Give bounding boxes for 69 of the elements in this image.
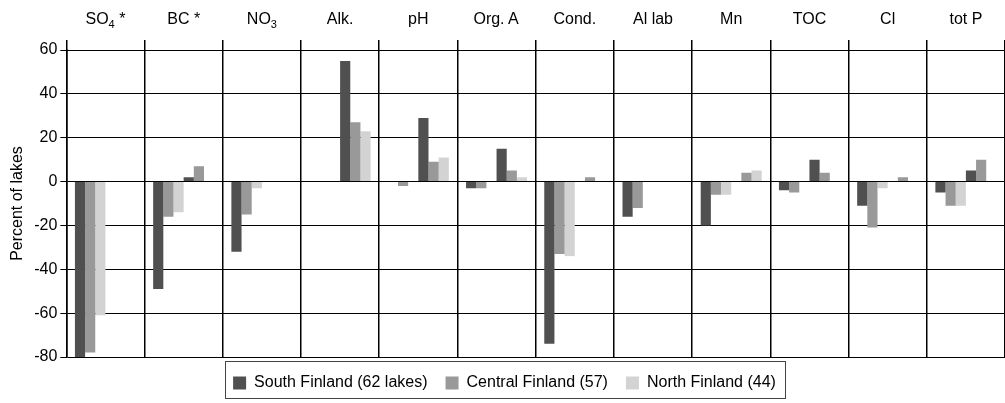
x-tick-label: pH (408, 10, 429, 27)
bar (809, 159, 820, 182)
bar (584, 177, 596, 182)
bar (95, 182, 106, 316)
bar (74, 182, 86, 357)
x-tick-label: Mn (720, 10, 743, 27)
y-tick-label: 20 (39, 128, 58, 146)
bar (877, 182, 888, 189)
bar (700, 182, 711, 226)
bar (476, 182, 487, 189)
x-tick-label: tot P (949, 10, 983, 27)
bar (241, 182, 252, 215)
bar (85, 182, 96, 353)
bar (564, 182, 575, 257)
bar (428, 161, 439, 182)
bar (965, 170, 977, 182)
bar (360, 131, 371, 182)
bar (397, 182, 409, 186)
bar (955, 182, 966, 206)
bar (496, 148, 507, 182)
bar (935, 182, 946, 193)
y-tick-label: 60 (39, 40, 58, 58)
bar (506, 170, 517, 182)
x-tick-label: Cond. (553, 10, 597, 27)
x-tick-label: Alk. (326, 10, 354, 27)
bar (251, 182, 262, 189)
bar (789, 182, 800, 193)
bar (741, 172, 752, 182)
x-tick-label: Cl (880, 10, 896, 27)
bar (163, 182, 174, 217)
y-tick-label: 0 (48, 171, 58, 189)
bar (976, 159, 987, 182)
y-tick-label: -40 (34, 259, 58, 277)
bar (418, 117, 429, 182)
bar (897, 177, 908, 182)
y-tick-label: -80 (34, 347, 58, 365)
bar (153, 182, 164, 290)
bar (857, 182, 868, 206)
bar (173, 182, 184, 213)
bar (466, 182, 477, 189)
y-tick-label: -20 (34, 215, 58, 233)
bar (710, 182, 722, 195)
bar (438, 157, 449, 182)
bar (350, 122, 361, 182)
bar (544, 182, 555, 344)
bar (231, 182, 242, 252)
bar (193, 166, 204, 182)
bar (945, 182, 956, 206)
x-tick-label: BC * (167, 10, 201, 27)
bar (819, 172, 830, 182)
y-tick-label: -60 (34, 303, 58, 321)
bar (751, 170, 762, 182)
x-tick-label: TOC (792, 10, 827, 27)
bar (554, 182, 565, 254)
x-tick-label: Al lab (632, 10, 674, 27)
y-axis-title: Percent of lakes (8, 146, 26, 261)
bar (778, 182, 790, 191)
legend-label: Central Finland (57) (466, 373, 608, 391)
bar (340, 60, 351, 182)
legend-label: South Finland (62 lakes) (254, 373, 428, 391)
bar (721, 182, 732, 195)
bar (867, 182, 878, 228)
y-tick-label: 40 (39, 84, 58, 102)
bar (632, 182, 643, 208)
bar (622, 182, 633, 217)
bar (183, 177, 194, 182)
legend-label: North Finland (44) (646, 373, 776, 391)
x-tick-label: Org. A (473, 10, 520, 27)
bar (516, 177, 528, 182)
